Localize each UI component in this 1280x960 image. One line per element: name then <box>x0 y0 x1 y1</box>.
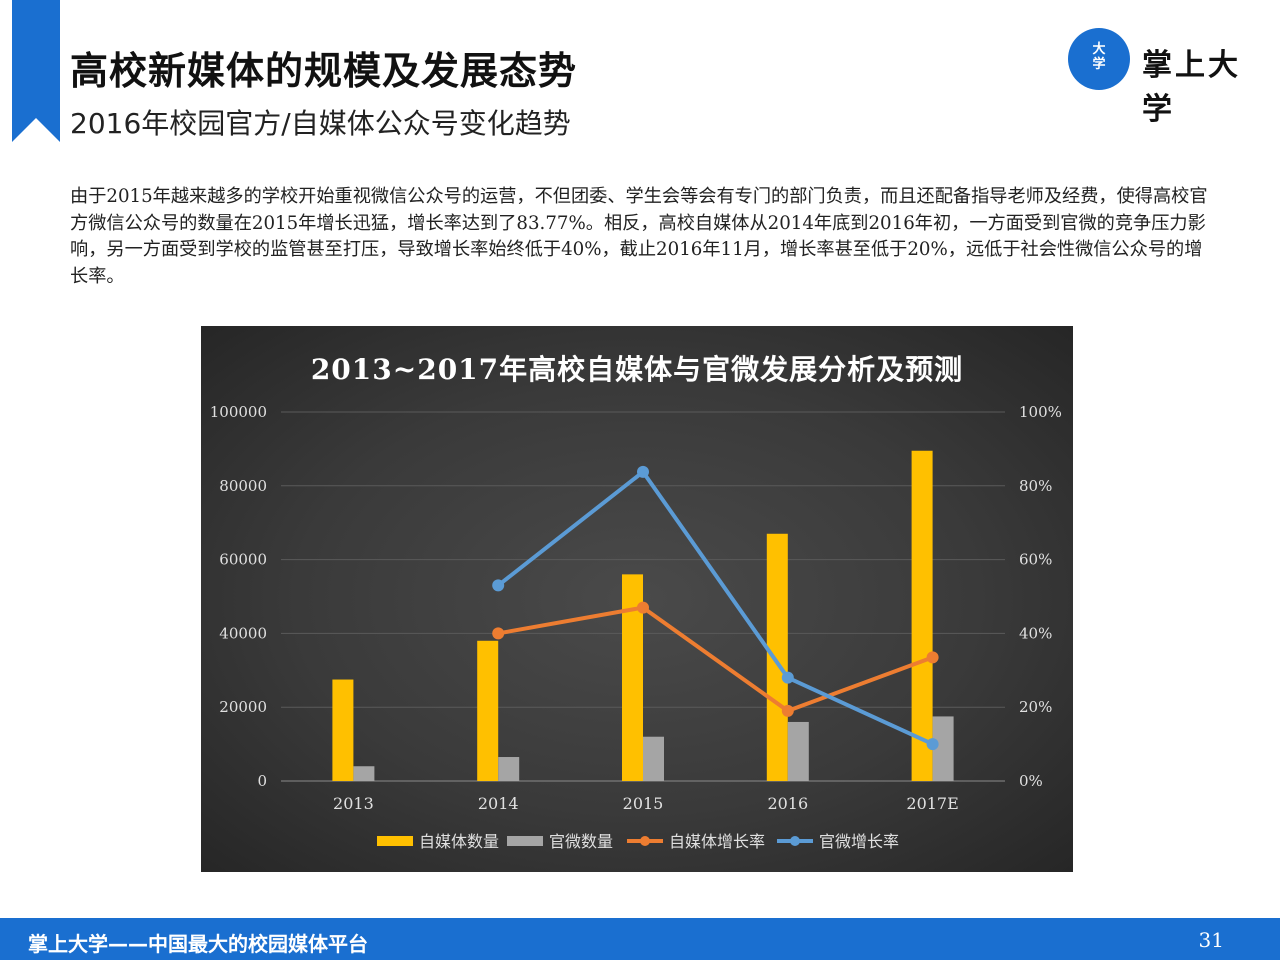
y-left-tick-label: 80000 <box>219 477 267 495</box>
bar <box>932 716 954 781</box>
chart-plot: 0 20000 40000 60000 80000 100000 0% 20% 40% 60% 80… <box>210 403 1062 851</box>
legend-swatch <box>377 836 413 846</box>
y-right-tick-label: 100% <box>1019 403 1062 421</box>
y-left-tick-label: 100000 <box>210 403 267 421</box>
legend-label: 官微增长率 <box>819 832 899 851</box>
chart-panel: 2013~2017年高校自媒体与官微发展分析及预测 0 20000 40000 600… <box>201 326 1073 872</box>
logo-badge-line1: 大 <box>1092 42 1106 57</box>
x-tick-label: 2016 <box>767 794 808 813</box>
logo-badge: 大 学 <box>1068 28 1130 90</box>
bar <box>477 640 499 781</box>
y-left-tick-label: 40000 <box>219 624 267 642</box>
header-ribbon <box>12 0 60 142</box>
bar <box>787 721 809 781</box>
logo-name: 掌上大学 <box>1142 48 1241 127</box>
x-tick-label: 2017E <box>906 794 958 813</box>
bar <box>766 533 788 781</box>
page-title: 高校新媒体的规模及发展态势 <box>70 49 578 93</box>
legend-label: 自媒体数量 <box>419 832 499 851</box>
series-line <box>496 469 934 746</box>
y-left-tick-label: 0 <box>257 772 267 790</box>
x-tick-label: 2013 <box>333 794 374 813</box>
y-right-tick-label: 20% <box>1019 698 1052 716</box>
bar <box>498 757 520 781</box>
data-point <box>926 651 939 664</box>
x-tick-label: 2015 <box>623 794 664 813</box>
page-subtitle: 2016年校园官方/自媒体公众号变化趋势 <box>70 107 571 140</box>
data-point <box>637 465 649 478</box>
y-left-tick-label: 20000 <box>219 698 267 716</box>
footer-text: 掌上大学——中国最大的校园媒体平台 <box>28 932 368 956</box>
y-right-tick-label: 40% <box>1019 624 1052 642</box>
legend-marker <box>640 836 650 846</box>
y-right-tick-label: 80% <box>1019 477 1052 495</box>
data-point <box>492 627 505 640</box>
logo-badge-line2: 学 <box>1092 57 1106 72</box>
y-left-tick-label: 60000 <box>219 551 267 569</box>
description-paragraph: 由于2015年越来越多的学校开始重视微信公众号的运营，不但团委、学生会等会有专门… <box>70 186 1208 287</box>
data-point <box>637 601 649 614</box>
brand-logo: 大 学 掌上大学 <box>1066 28 1266 127</box>
legend-marker <box>790 836 800 846</box>
chart-title: 2013~2017年高校自媒体与官微发展分析及预测 <box>310 353 964 386</box>
legend-swatch <box>507 836 543 846</box>
y-right-tick-label: 0% <box>1019 772 1043 790</box>
bar <box>622 574 643 781</box>
series-line <box>497 605 934 713</box>
bar <box>911 450 933 781</box>
footer-bar: 掌上大学——中国最大的校园媒体平台 31 <box>0 918 1280 960</box>
legend-label: 官微数量 <box>549 832 613 851</box>
data-point <box>926 738 939 751</box>
bar <box>332 679 354 781</box>
y-right-tick-label: 60% <box>1019 551 1052 569</box>
bar <box>353 766 375 781</box>
bar <box>643 736 664 781</box>
data-point <box>781 671 794 684</box>
page-number: 31 <box>1198 928 1224 952</box>
data-point <box>492 579 505 592</box>
legend-label: 自媒体增长率 <box>669 832 765 851</box>
x-tick-label: 2014 <box>478 794 519 813</box>
data-point <box>781 704 794 717</box>
